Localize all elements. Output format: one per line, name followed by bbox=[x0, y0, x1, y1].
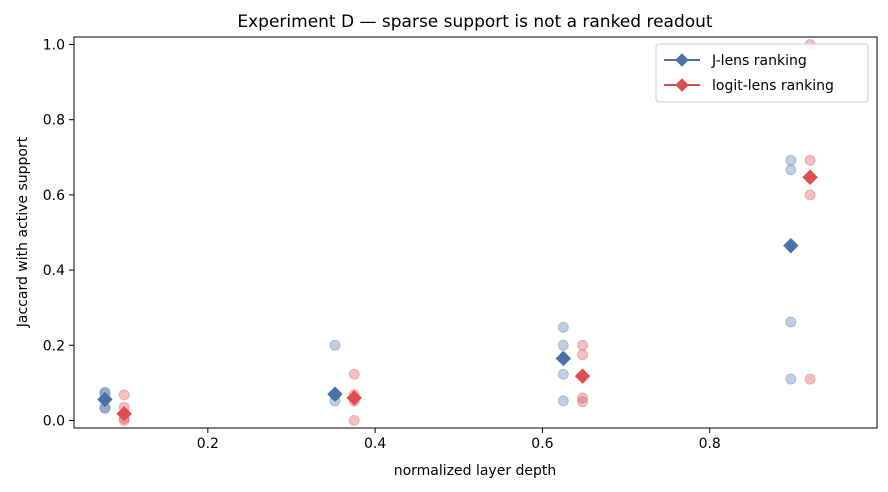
mean-marker bbox=[97, 391, 113, 408]
y-tick-label: 0.2 bbox=[43, 338, 65, 354]
legend-label: logit-lens ranking bbox=[712, 78, 834, 94]
mean-marker bbox=[555, 350, 572, 367]
sample-point bbox=[577, 339, 589, 351]
legend-box bbox=[655, 43, 869, 103]
mean-marker bbox=[802, 169, 818, 185]
sample-point bbox=[348, 368, 360, 380]
x-axis-label: normalized layer depth bbox=[394, 463, 557, 479]
sample-point bbox=[577, 396, 589, 408]
sample-point bbox=[785, 373, 797, 385]
sample-point bbox=[804, 189, 816, 201]
plot-area: 0.2 0.4 0.6 0.8 0.0 0.2 0.4 0.6 0.8 1.0 bbox=[43, 36, 878, 452]
x-tick-label: 0.6 bbox=[531, 436, 553, 452]
sample-point bbox=[329, 339, 341, 351]
x-axis: 0.2 0.4 0.6 0.8 bbox=[197, 428, 721, 452]
y-tick-label: 1.0 bbox=[43, 38, 65, 54]
legend-marker bbox=[675, 53, 689, 67]
sample-point bbox=[804, 154, 816, 166]
sample-point bbox=[557, 339, 569, 351]
mean-marker bbox=[116, 406, 132, 422]
sample-point bbox=[577, 392, 589, 404]
y-axis-label: Jaccard with active support bbox=[15, 136, 31, 328]
mean-marker bbox=[574, 368, 591, 384]
sample-point bbox=[557, 321, 569, 333]
y-tick-label: 0.6 bbox=[43, 188, 65, 204]
legend-label: J-lens ranking bbox=[711, 53, 807, 69]
mean-marker bbox=[783, 237, 799, 254]
mean-marker bbox=[346, 390, 362, 406]
sample-point bbox=[557, 395, 569, 407]
x-tick-label: 0.4 bbox=[364, 436, 386, 452]
sample-point bbox=[557, 368, 569, 380]
data-points bbox=[97, 39, 818, 426]
y-tick-label: 0.4 bbox=[43, 263, 65, 279]
sample-point bbox=[118, 389, 130, 401]
sample-point bbox=[785, 164, 797, 176]
sample-point bbox=[348, 414, 360, 426]
chart-title: Experiment D — sparse support is not a r… bbox=[237, 12, 713, 32]
sample-point bbox=[785, 316, 797, 328]
plot-frame bbox=[73, 36, 878, 429]
y-tick-label: 0.8 bbox=[43, 113, 65, 129]
legend-marker bbox=[675, 78, 689, 92]
sample-point bbox=[577, 349, 589, 361]
mean-marker bbox=[327, 386, 343, 402]
sample-point bbox=[785, 154, 797, 166]
sample-point bbox=[804, 373, 816, 385]
y-axis: 0.0 0.2 0.4 0.6 0.8 1.0 bbox=[43, 38, 74, 429]
y-tick-label: 0.0 bbox=[43, 413, 65, 429]
legend: J-lens ranking logit-lens ranking bbox=[655, 43, 869, 103]
x-tick-label: 0.8 bbox=[699, 436, 721, 452]
x-tick-label: 0.2 bbox=[197, 436, 219, 452]
